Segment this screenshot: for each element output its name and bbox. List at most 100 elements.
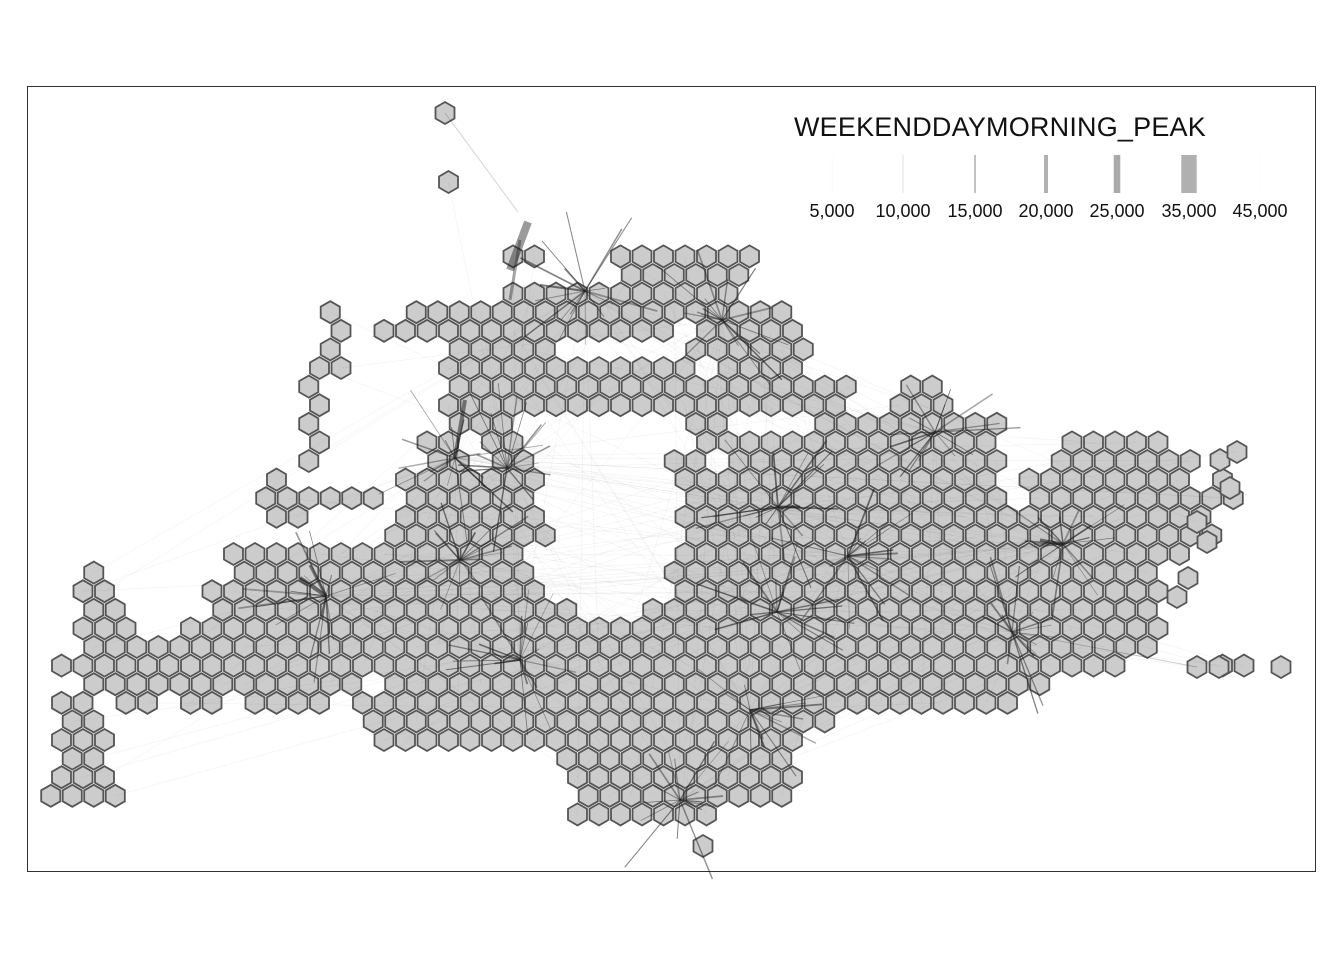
hexagon-cell — [911, 393, 932, 418]
hexagon-cell — [674, 690, 696, 715]
hexagon-cell — [749, 783, 771, 808]
flow-line — [459, 559, 546, 648]
hexagon-cell — [384, 672, 406, 697]
hexagon-cell — [610, 393, 631, 418]
hexagon-cell — [438, 653, 459, 678]
flow-spoke — [749, 611, 778, 616]
flow-spoke — [934, 427, 1021, 433]
hexagon-cell — [620, 709, 642, 734]
hexagon-cell — [502, 579, 524, 604]
flow-spoke — [325, 595, 334, 640]
flow-spoke — [459, 515, 529, 561]
hexagon-cell — [567, 727, 588, 753]
hexagon-cell — [835, 411, 857, 436]
flow-spoke — [656, 265, 723, 321]
hexagon-cell — [1093, 448, 1115, 474]
hexagon-cell — [835, 634, 857, 660]
hexagon-cell — [631, 690, 653, 715]
hexagon-cell — [943, 523, 965, 548]
hexagon-cell — [599, 783, 621, 808]
flow-spoke — [434, 532, 461, 561]
flow-line — [244, 611, 778, 648]
flow-spoke — [847, 513, 912, 557]
flow-line — [454, 457, 1234, 499]
hexagon-cell — [373, 727, 395, 753]
hexagon-cell — [513, 597, 535, 622]
flow-line — [964, 591, 1013, 633]
hexagon-cell — [1115, 523, 1137, 548]
flow-line — [584, 290, 1008, 518]
flow-spoke — [776, 611, 804, 636]
flow-line — [444, 112, 519, 213]
hexagon-cell — [814, 672, 836, 697]
flow-line — [512, 516, 849, 557]
hexagon-cell — [556, 597, 578, 622]
flow-spoke — [1051, 543, 1064, 620]
flow-spoke — [918, 431, 936, 462]
hexagon-cell — [287, 541, 309, 567]
hexagon-cell — [685, 411, 707, 436]
hexagon-cell — [502, 541, 524, 567]
hexagon-cell — [932, 541, 954, 567]
flow-spoke — [909, 417, 936, 433]
hexagon-cell — [653, 244, 674, 269]
hexagon-cell — [857, 523, 879, 548]
hexagon-cell — [319, 597, 341, 622]
hexagon-cell — [502, 355, 524, 381]
hexagon-cell — [491, 337, 513, 362]
flow-line — [454, 457, 954, 536]
flow-spoke — [519, 622, 529, 661]
hexagon-cell — [438, 579, 459, 604]
hexagon-cell — [717, 653, 739, 678]
hexagon-cell — [975, 467, 997, 492]
hexagon-cell — [459, 318, 481, 343]
hexagon-cell — [416, 467, 438, 492]
flow-line — [469, 479, 849, 557]
hexagon-cell — [567, 690, 588, 715]
hexagon-cell — [943, 486, 965, 511]
flow-line — [584, 290, 976, 425]
flow-spoke — [908, 431, 936, 472]
flow-spoke — [459, 525, 495, 561]
hexagon-cell — [266, 541, 287, 567]
hexagon-cell — [771, 634, 793, 660]
hexagon-cell — [427, 448, 449, 474]
hexagon-cell — [1083, 653, 1104, 678]
hexagon-cell — [749, 300, 771, 325]
flow-spoke — [749, 709, 765, 740]
flow-spoke — [934, 431, 974, 455]
flow-line — [325, 590, 879, 597]
hexagon-cell — [1219, 475, 1241, 501]
hexagon-cell — [83, 709, 105, 734]
hexagon-cell — [126, 672, 148, 697]
hexagon-cell — [588, 281, 610, 306]
flow-line — [319, 553, 778, 613]
flow-spoke — [478, 643, 521, 661]
flow-line — [325, 595, 567, 611]
flow-line — [910, 498, 1013, 633]
hexagon-cell — [1083, 504, 1104, 529]
flow-spoke — [696, 249, 723, 321]
hexagon-cell — [868, 653, 889, 678]
legend-label: 15,000 — [947, 201, 1003, 221]
hexagon-cell — [846, 690, 868, 715]
hexagon-cell — [739, 579, 760, 604]
flow-line — [491, 479, 1064, 545]
hexagon-cell — [201, 616, 223, 641]
flow-line — [459, 559, 675, 611]
hexagon-cell — [556, 374, 578, 399]
hexagon-cell — [61, 746, 83, 771]
hexagon-cell — [266, 504, 287, 529]
flow-line — [454, 457, 481, 685]
hexagon-cell — [330, 318, 352, 343]
flow-line — [663, 293, 779, 508]
hexagon-cell — [857, 448, 879, 474]
flow-spoke — [541, 240, 586, 292]
flow-spoke — [777, 450, 833, 508]
flow-line — [776, 611, 1198, 668]
hexagon-cell — [771, 300, 793, 325]
hexagon-cell — [610, 318, 631, 343]
hexagon-cell — [674, 727, 696, 753]
hexagon-cell — [921, 374, 943, 399]
